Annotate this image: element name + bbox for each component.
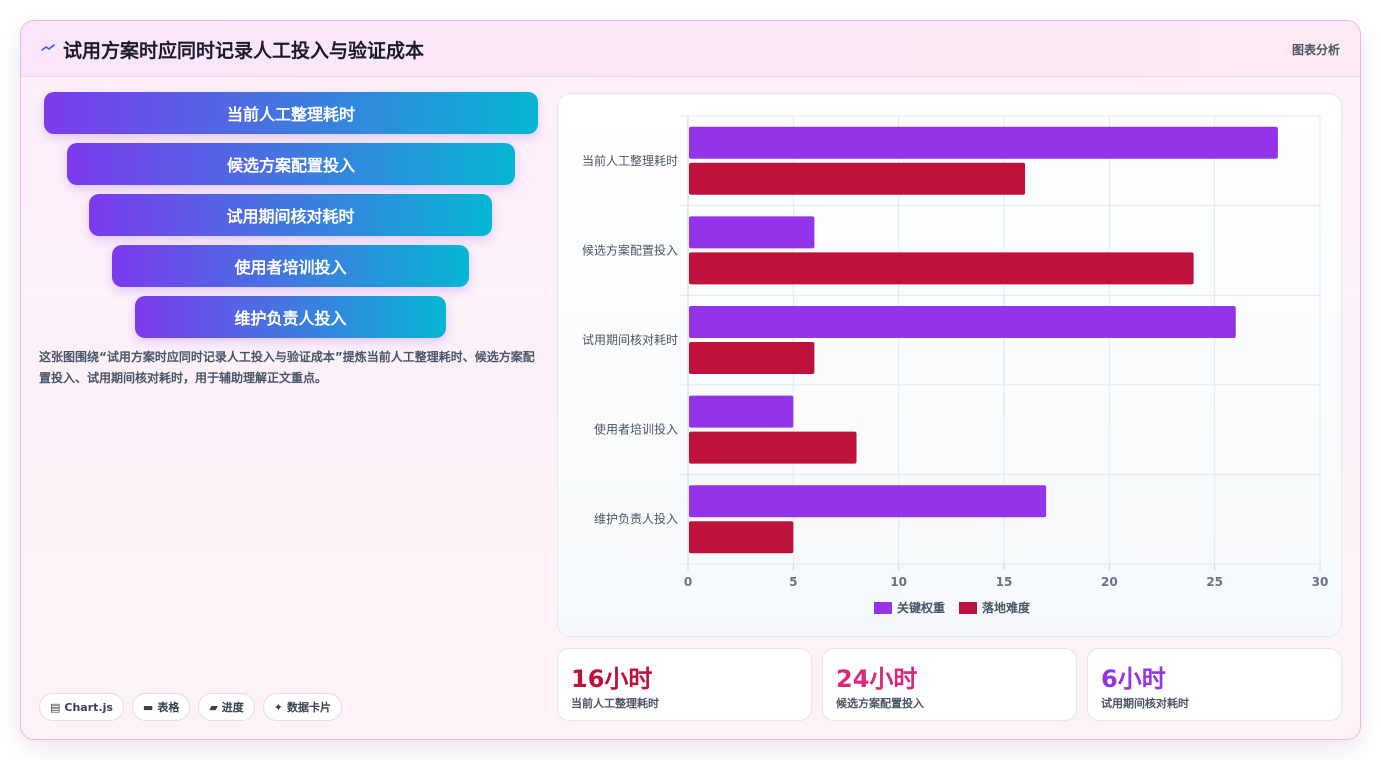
x-tick-label: 30 [1312, 575, 1329, 589]
bar-difficulty [689, 521, 794, 554]
x-tick-label: 15 [996, 575, 1013, 589]
tool-pills: ▤ Chart.js ▬ 表格 ▰ 进度 ✦ 数据卡片 [39, 693, 343, 721]
chart-analysis-tag[interactable]: 图表分析 [1291, 43, 1340, 57]
stat-value: 24小时 [836, 665, 918, 693]
funnel-step-3: 试用期间核对耗时 [89, 194, 492, 236]
y-tick-label: 使用者培训投入 [594, 422, 678, 437]
legend-swatch [959, 602, 977, 614]
legend-label: 关键权重 [897, 600, 945, 615]
pill-table[interactable]: ▬ 表格 [131, 693, 191, 721]
stat-label: 候选方案配置投入 [836, 697, 924, 710]
pill-progress[interactable]: ▰ 进度 [198, 693, 255, 721]
x-tick-label: 10 [890, 575, 907, 589]
bar-difficulty [689, 162, 1026, 195]
y-tick-label: 维护负责人投入 [594, 511, 678, 526]
funnel-step-5: 维护负责人投入 [135, 296, 446, 338]
pill-label: Chart.js [64, 700, 113, 714]
progress-icon: ▰ [209, 700, 218, 714]
pill-chartjs[interactable]: ▤ Chart.js [39, 693, 124, 721]
trend-line-icon [41, 44, 55, 51]
chart-description: 这张图围绕“试用方案时应同时记录人工投入与验证成本”提炼当前人工整理耗时、候选方… [39, 350, 535, 385]
x-tick-label: 20 [1101, 575, 1118, 589]
funnel-step-4: 使用者培训投入 [112, 245, 469, 287]
y-tick-label: 候选方案配置投入 [582, 242, 678, 257]
card-header: 试用方案时应同时记录人工投入与验证成本 图表分析 [21, 21, 1360, 77]
stat-value: 6小时 [1101, 665, 1166, 693]
bar-key-weight [689, 395, 794, 428]
bar-key-weight [689, 126, 1278, 159]
stat-label: 试用期间核对耗时 [1101, 697, 1189, 710]
stat-card-2: 24小时 候选方案配置投入 [822, 648, 1077, 721]
bar-chart: 0 5 10 15 20 25 30 当前人工整理耗时候选方案配置投入试用期间核对耗时使用者培… [582, 115, 1329, 615]
y-tick-label: 当前人工整理耗时 [582, 153, 678, 168]
y-tick-label: 试用期间核对耗时 [582, 332, 678, 347]
pill-label: 数据卡片 [287, 701, 332, 714]
x-tick-label: 5 [789, 575, 797, 589]
bar-difficulty [689, 252, 1194, 285]
chart-panel: 0 5 10 15 20 25 30 当前人工整理耗时 候选方案配置投入 试用期间核对耗时使用者培… [557, 93, 1342, 637]
stat-card-1: 16小时 当前人工整理耗时 [557, 648, 812, 721]
bar-key-weight [689, 306, 1236, 338]
bar-key-weight [689, 216, 815, 249]
funnel-step-2: 候选方案配置投入 [67, 143, 515, 185]
stat-card-3: 6小时 试用期间核对耗时 [1087, 648, 1342, 721]
table-icon: ▬ [142, 700, 154, 714]
pill-data-card[interactable]: ✦ 数据卡片 [262, 693, 343, 721]
funnel-step-1: 当前人工整理耗时 [44, 92, 538, 134]
bar-difficulty [689, 342, 815, 374]
stat-value: 16小时 [571, 665, 653, 693]
page-title: 试用方案时应同时记录人工投入与验证成本 [63, 40, 425, 62]
sparkle-icon: ✦ [273, 700, 284, 714]
chart-card: 试用方案时应同时记录人工投入与验证成本 图表分析 当前人工整理耗时 候选方案配置… [20, 20, 1361, 740]
pill-label: 进度 [221, 701, 244, 714]
pill-label: 表格 [157, 701, 180, 714]
legend-swatch [874, 602, 892, 614]
legend-label: 落地难度 [982, 600, 1031, 615]
bar-key-weight [689, 485, 1047, 518]
stat-label: 当前人工整理耗时 [571, 697, 659, 710]
x-tick-label: 0 [684, 575, 692, 589]
bar-difficulty [689, 431, 857, 464]
chart-icon: ▤ [50, 700, 61, 714]
x-tick-label: 25 [1206, 575, 1223, 589]
